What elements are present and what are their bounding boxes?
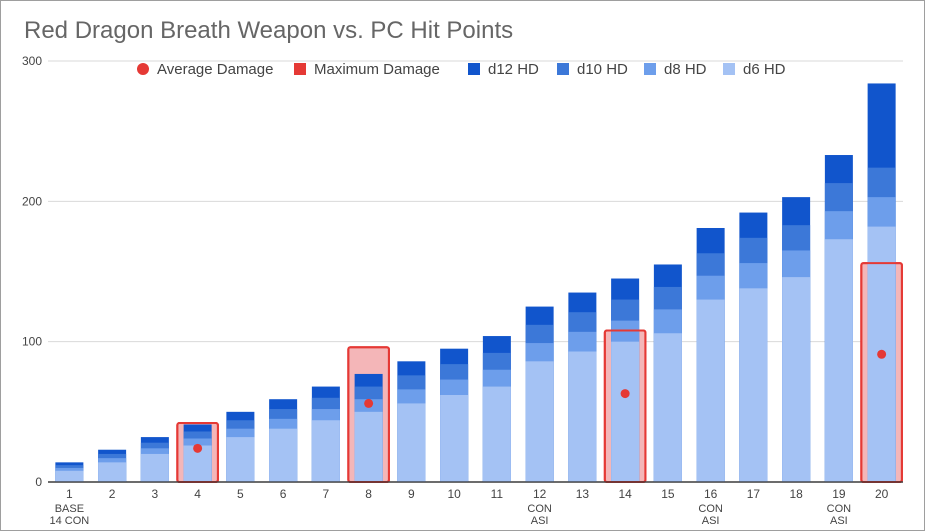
x-tick-sublabel: BASE [55, 503, 84, 515]
bar-d6-hd [140, 453, 169, 482]
x-tick-label: 10 [447, 487, 461, 501]
x-tick-label: 2 [109, 487, 116, 501]
x-tick-label: 3 [152, 487, 159, 501]
bar-d6-hd [311, 420, 340, 482]
bar-d6-hd [482, 386, 511, 482]
x-tick-label: 20 [875, 487, 889, 501]
x-tick-sublabel: ASI [531, 515, 549, 527]
x-tick-sublabel: ASI [702, 515, 720, 527]
bar-d6-hd [739, 288, 768, 482]
average-damage-point [193, 443, 203, 453]
x-tick-label: 11 [491, 487, 504, 501]
y-tick-label: 300 [22, 54, 42, 68]
bar-d6-hd [397, 403, 426, 482]
legend-marker-square [294, 63, 306, 75]
chart-title: Red Dragon Breath Weapon vs. PC Hit Poin… [24, 17, 514, 44]
legend-marker-square [644, 63, 656, 75]
x-tick-label: 9 [408, 487, 415, 501]
x-tick-label: 15 [661, 487, 675, 501]
bar-d6-hd [568, 351, 597, 482]
legend-marker-square [468, 63, 480, 75]
bar-d6-hd [696, 299, 725, 482]
x-tick-label: 8 [365, 487, 372, 501]
y-tick-label: 0 [35, 475, 42, 489]
bar-d6-hd [611, 341, 640, 482]
bar-d6-hd [653, 333, 682, 482]
bar-d6-hd [525, 361, 554, 482]
legend-label: d10 HD [577, 61, 628, 78]
y-tick-label: 100 [22, 335, 42, 349]
legend-label: Average Damage [157, 61, 273, 78]
legend-marker-circle [137, 63, 149, 75]
average-damage-point [364, 398, 374, 408]
x-tick-sublabel: ASI [830, 515, 848, 527]
average-damage-point [620, 389, 630, 399]
bar-d6-hd [440, 394, 469, 482]
x-tick-label: 1 [66, 487, 73, 501]
bar-d6-hd [354, 411, 383, 482]
x-tick-label: 14 [618, 487, 632, 501]
x-tick-label: 7 [323, 487, 330, 501]
x-tick-label: 6 [280, 487, 287, 501]
legend-marker-square [723, 63, 735, 75]
average-damage-point [877, 349, 887, 359]
x-tick-label: 13 [576, 487, 590, 501]
y-tick-label: 200 [22, 194, 42, 208]
bar-d6-hd [226, 437, 255, 482]
bar-d6-hd [98, 462, 127, 482]
x-tick-label: 19 [832, 487, 846, 501]
bar-d6-hd [782, 277, 811, 482]
legend-label: d6 HD [743, 61, 786, 78]
legend-marker-square [557, 63, 569, 75]
x-tick-sublabel: CON [698, 503, 723, 515]
x-tick-label: 12 [533, 487, 547, 501]
x-tick-label: 17 [747, 487, 761, 501]
x-tick-label: 4 [194, 487, 201, 501]
x-tick-sublabel: CON [527, 503, 552, 515]
legend-label: d12 HD [488, 61, 539, 78]
bar-d6-hd [824, 239, 853, 482]
bar-d6-hd [269, 428, 298, 482]
x-tick-label: 16 [704, 487, 718, 501]
bar-d6-hd [55, 470, 84, 482]
x-tick-sublabel: 14 CON [50, 515, 90, 527]
legend-label: d8 HD [664, 61, 707, 78]
x-tick-label: 18 [789, 487, 803, 501]
x-tick-sublabel: CON [827, 503, 852, 515]
legend-label: Maximum Damage [314, 61, 440, 78]
x-tick-label: 5 [237, 487, 244, 501]
